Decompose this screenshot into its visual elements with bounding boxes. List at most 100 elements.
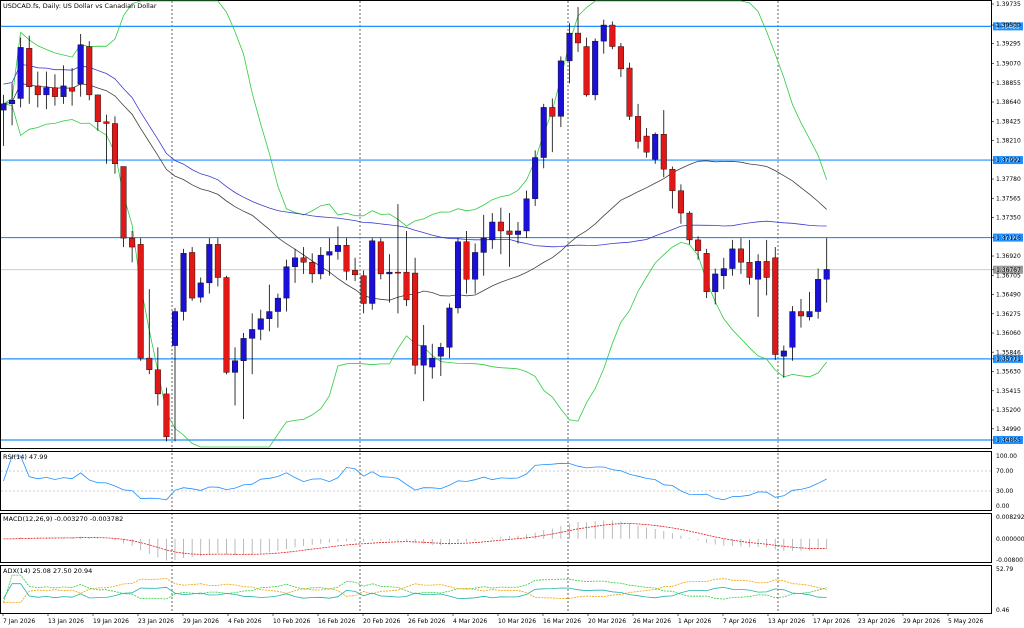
bear-candle-body: [94, 94, 101, 122]
bull-candle-body: [446, 307, 453, 348]
bear-candle-body: [463, 241, 470, 280]
candle: [9, 83, 16, 126]
candle: [429, 343, 436, 379]
bear-candle-body: [677, 190, 684, 214]
candle: [17, 37, 24, 108]
horizontal-levels[interactable]: 1.39485 1.37992 1.37126 1.35771 1.34865 1.367…: [1, 22, 1023, 444]
candle: [412, 257, 419, 375]
date-tick-label: 23 Jan 2026: [138, 618, 174, 625]
date-tick-label: 23 Apr 2026: [858, 618, 895, 625]
candle: [240, 333, 247, 419]
level-tag: [993, 156, 1023, 165]
candle: [454, 238, 461, 314]
date-tick-label: 20 Feb 2026: [363, 618, 401, 625]
date-tick-label: 29 Apr 2026: [903, 618, 940, 625]
bear-candle-body: [643, 135, 650, 153]
bear-candle-body: [129, 237, 136, 248]
candle: [600, 19, 607, 54]
date-tick-label: 29 Jan 2026: [183, 618, 219, 625]
candle: [206, 238, 213, 294]
bull-candle-body: [206, 244, 213, 284]
candle: [549, 98, 556, 153]
candle: [283, 259, 290, 312]
candle: [111, 116, 118, 174]
bear-candle-body: [497, 221, 504, 232]
level-tag: [993, 436, 1023, 444]
date-axis: 7 Jan 2026 13 Jan 2026 19 Jan 2026 23 Jan 2…: [2, 613, 983, 625]
level-tag-label: 1.37992: [995, 157, 1020, 164]
bear-candle-body: [394, 271, 401, 274]
bull-candle-body: [532, 157, 539, 199]
adx-plus-di-line: [3, 574, 827, 603]
candle: [197, 277, 204, 303]
price-tick-label: 1.39500: [996, 22, 1021, 29]
candle: [60, 65, 67, 104]
bear-candle-body: [69, 87, 76, 92]
bull-candle-body: [60, 85, 67, 97]
date-tick-label: 16 Mar 2026: [543, 618, 581, 625]
rsi-pane[interactable]: [0, 451, 992, 511]
candle: [214, 238, 221, 287]
price-tick-label: 1.36060: [996, 330, 1021, 337]
bull-candle-body: [755, 261, 762, 280]
bear-candle-body: [189, 252, 196, 299]
candle: [540, 103, 547, 169]
bull-candle-body: [789, 311, 796, 348]
bull-candle-body: [523, 198, 530, 232]
bull-candle-body: [652, 134, 659, 160]
bull-candle-body: [232, 360, 239, 373]
candle: [703, 248, 710, 299]
bear-candle-body: [111, 123, 118, 165]
bear-candle-body: [377, 241, 384, 275]
macd-pane[interactable]: [0, 513, 992, 563]
candle: [154, 347, 161, 406]
bear-candle-body: [746, 262, 753, 278]
adx-pane[interactable]: [0, 565, 992, 614]
bull-candle-body: [480, 237, 487, 253]
macd-axis-label: 0.008292: [996, 514, 1024, 521]
bull-candle-body: [780, 350, 787, 357]
bull-candle-body: [386, 271, 393, 275]
date-tick-label: 7 Apr 2026: [723, 618, 756, 625]
price-tick-label: 1.35630: [996, 369, 1021, 376]
candle: [489, 213, 496, 249]
bull-candle-body: [540, 107, 547, 158]
candle: [643, 127, 650, 158]
candle: [137, 238, 144, 361]
main-pane[interactable]: [0, 0, 992, 449]
bear-candle-body: [120, 166, 127, 239]
candle: [369, 238, 376, 310]
price-tick-label: 1.38640: [996, 99, 1021, 106]
bull-candle-body: [43, 87, 50, 96]
candle: [669, 166, 676, 209]
bear-candle-body: [669, 168, 676, 191]
bull-candle-body: [0, 103, 7, 111]
candle: [780, 345, 787, 378]
bollinger-upper: [3, 0, 828, 227]
price-tick-label: 1.34990: [996, 426, 1021, 433]
bull-candle-body: [454, 241, 461, 309]
bear-candle-body: [772, 257, 779, 355]
date-tick-label: 4 Mar 2026: [453, 618, 487, 625]
price-tick-label: 1.38425: [996, 118, 1021, 125]
bull-candle-body: [249, 329, 256, 339]
candle: [343, 238, 350, 281]
candle: [69, 68, 76, 106]
candle: [652, 132, 659, 164]
date-tick-label: 16 Feb 2026: [318, 618, 356, 625]
bear-candle-body: [695, 239, 702, 251]
candle: [497, 207, 504, 255]
bull-candle-body: [720, 268, 727, 276]
bear-candle-body: [609, 24, 616, 47]
date-tick-label: 7 Jan 2026: [3, 618, 35, 625]
sub-indicators: 100.00 70.00 30.00 0.00 0.008292 0.000000 -0.0…: [1, 453, 1024, 614]
candle: [274, 293, 281, 328]
date-tick-label: 26 Mar 2026: [633, 618, 671, 625]
candles[interactable]: [0, 7, 830, 442]
candle: [772, 247, 779, 360]
bull-candle-body: [600, 24, 607, 42]
price-axis: 1.39735 1.39500 1.39295 1.39070 1.38855 1.386…: [991, 1, 1021, 444]
bull-candle-body: [317, 254, 324, 275]
bull-candle-body: [420, 345, 427, 366]
